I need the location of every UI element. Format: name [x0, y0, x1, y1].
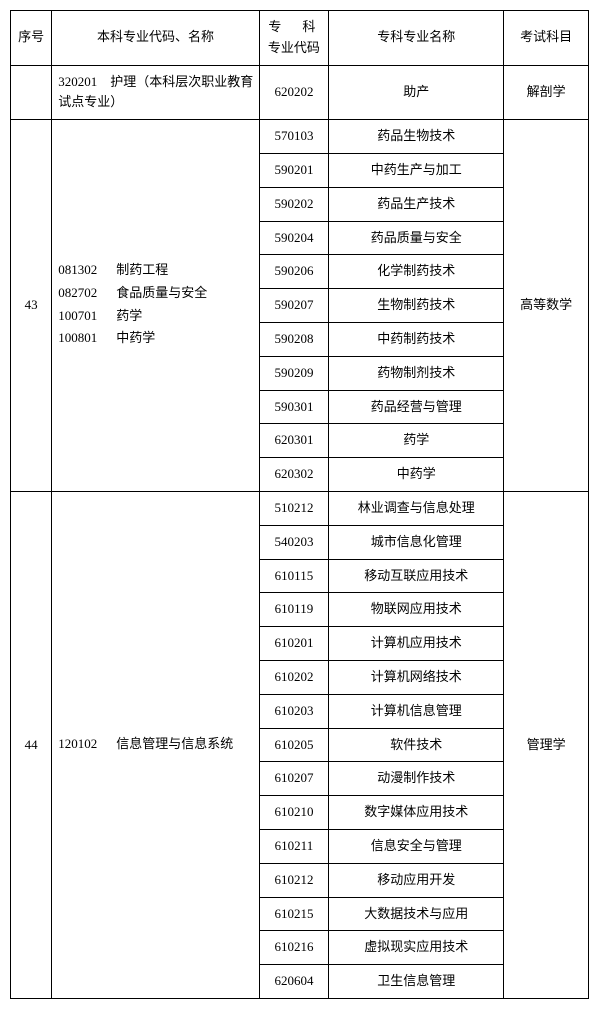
seq-cell: 43 — [11, 120, 52, 492]
specialty-code-cell: 610203 — [259, 694, 328, 728]
exam-cell: 高等数学 — [504, 120, 589, 492]
major-cell: 320201 护理（本科层次职业教育试点专业） — [52, 65, 259, 120]
specialty-code-cell: 620202 — [259, 65, 328, 120]
header-exam: 考试科目 — [504, 11, 589, 66]
major-code: 100701 — [58, 306, 116, 327]
major-name: 信息管理与信息系统 — [116, 734, 254, 755]
major-name: 食品质量与安全 — [116, 283, 254, 304]
specialty-code-cell: 610205 — [259, 728, 328, 762]
specialty-code-cell: 590301 — [259, 390, 328, 424]
specialty-name-cell: 药品生物技术 — [329, 120, 504, 154]
exam-cell: 解剖学 — [504, 65, 589, 120]
specialty-name-cell: 动漫制作技术 — [329, 762, 504, 796]
specialty-code-cell: 510212 — [259, 491, 328, 525]
specialty-code-cell: 620302 — [259, 458, 328, 492]
specialty-name-cell: 化学制药技术 — [329, 255, 504, 289]
specialty-name-cell: 生物制药技术 — [329, 289, 504, 323]
specialty-code-cell: 610212 — [259, 863, 328, 897]
specialty-name-cell: 助产 — [329, 65, 504, 120]
header-seq: 序号 — [11, 11, 52, 66]
specialty-code-cell: 610119 — [259, 593, 328, 627]
major-code: 120102 — [58, 734, 116, 755]
specialty-name-cell: 中药生产与加工 — [329, 153, 504, 187]
specialty-code-cell: 590202 — [259, 187, 328, 221]
major-cell: 120102信息管理与信息系统 — [52, 491, 259, 998]
specialty-name-cell: 计算机应用技术 — [329, 627, 504, 661]
specialty-name-cell: 信息安全与管理 — [329, 829, 504, 863]
specialty-name-cell: 中药制药技术 — [329, 322, 504, 356]
specialty-code-cell: 610215 — [259, 897, 328, 931]
specialty-name-cell: 移动应用开发 — [329, 863, 504, 897]
specialty-code-cell: 610216 — [259, 931, 328, 965]
specialty-code-cell: 590206 — [259, 255, 328, 289]
header-code: 专 科 专业代码 — [259, 11, 328, 66]
specialty-name-cell: 林业调查与信息处理 — [329, 491, 504, 525]
major-code: 082702 — [58, 283, 116, 304]
exam-cell: 管理学 — [504, 491, 589, 998]
specialty-code-cell: 610207 — [259, 762, 328, 796]
specialty-name-cell: 药物制剂技术 — [329, 356, 504, 390]
specialty-code-cell: 570103 — [259, 120, 328, 154]
specialty-name-cell: 软件技术 — [329, 728, 504, 762]
specialty-code-cell: 610211 — [259, 829, 328, 863]
major-name: 药学 — [116, 306, 254, 327]
table-row: 44120102信息管理与信息系统510212林业调查与信息处理管理学 — [11, 491, 589, 525]
header-specialty-name: 专科专业名称 — [329, 11, 504, 66]
specialty-name-cell: 计算机信息管理 — [329, 694, 504, 728]
specialty-code-cell: 610201 — [259, 627, 328, 661]
specialty-name-cell: 药品经营与管理 — [329, 390, 504, 424]
header-major: 本科专业代码、名称 — [52, 11, 259, 66]
specialty-code-cell: 620604 — [259, 965, 328, 999]
specialty-name-cell: 药品质量与安全 — [329, 221, 504, 255]
specialty-code-cell: 610202 — [259, 660, 328, 694]
table-body: 320201 护理（本科层次职业教育试点专业）620202助产解剖学430813… — [11, 65, 589, 998]
seq-cell — [11, 65, 52, 120]
specialty-code-cell: 590204 — [259, 221, 328, 255]
specialty-name-cell: 计算机网络技术 — [329, 660, 504, 694]
specialty-name-cell: 大数据技术与应用 — [329, 897, 504, 931]
specialty-name-cell: 药品生产技术 — [329, 187, 504, 221]
specialty-name-cell: 城市信息化管理 — [329, 525, 504, 559]
specialty-code-cell: 590207 — [259, 289, 328, 323]
specialty-code-cell: 590201 — [259, 153, 328, 187]
specialty-name-cell: 移动互联应用技术 — [329, 559, 504, 593]
specialty-code-cell: 620301 — [259, 424, 328, 458]
specialty-name-cell: 虚拟现实应用技术 — [329, 931, 504, 965]
specialty-name-cell: 数字媒体应用技术 — [329, 796, 504, 830]
specialty-name-cell: 物联网应用技术 — [329, 593, 504, 627]
major-code: 081302 — [58, 260, 116, 281]
major-code: 100801 — [58, 328, 116, 349]
specialty-name-cell: 中药学 — [329, 458, 504, 492]
specialty-code-cell: 610115 — [259, 559, 328, 593]
specialty-code-cell: 590208 — [259, 322, 328, 356]
majors-table: 序号 本科专业代码、名称 专 科 专业代码 专科专业名称 考试科目 320201… — [10, 10, 589, 999]
specialty-code-cell: 540203 — [259, 525, 328, 559]
table-row: 43081302制药工程082702食品质量与安全100701药学100801中… — [11, 120, 589, 154]
seq-cell: 44 — [11, 491, 52, 998]
major-name: 中药学 — [116, 328, 254, 349]
specialty-name-cell: 卫生信息管理 — [329, 965, 504, 999]
major-name: 制药工程 — [116, 260, 254, 281]
specialty-code-cell: 590209 — [259, 356, 328, 390]
table-row: 320201 护理（本科层次职业教育试点专业）620202助产解剖学 — [11, 65, 589, 120]
specialty-name-cell: 药学 — [329, 424, 504, 458]
major-cell: 081302制药工程082702食品质量与安全100701药学100801中药学 — [52, 120, 259, 492]
specialty-code-cell: 610210 — [259, 796, 328, 830]
